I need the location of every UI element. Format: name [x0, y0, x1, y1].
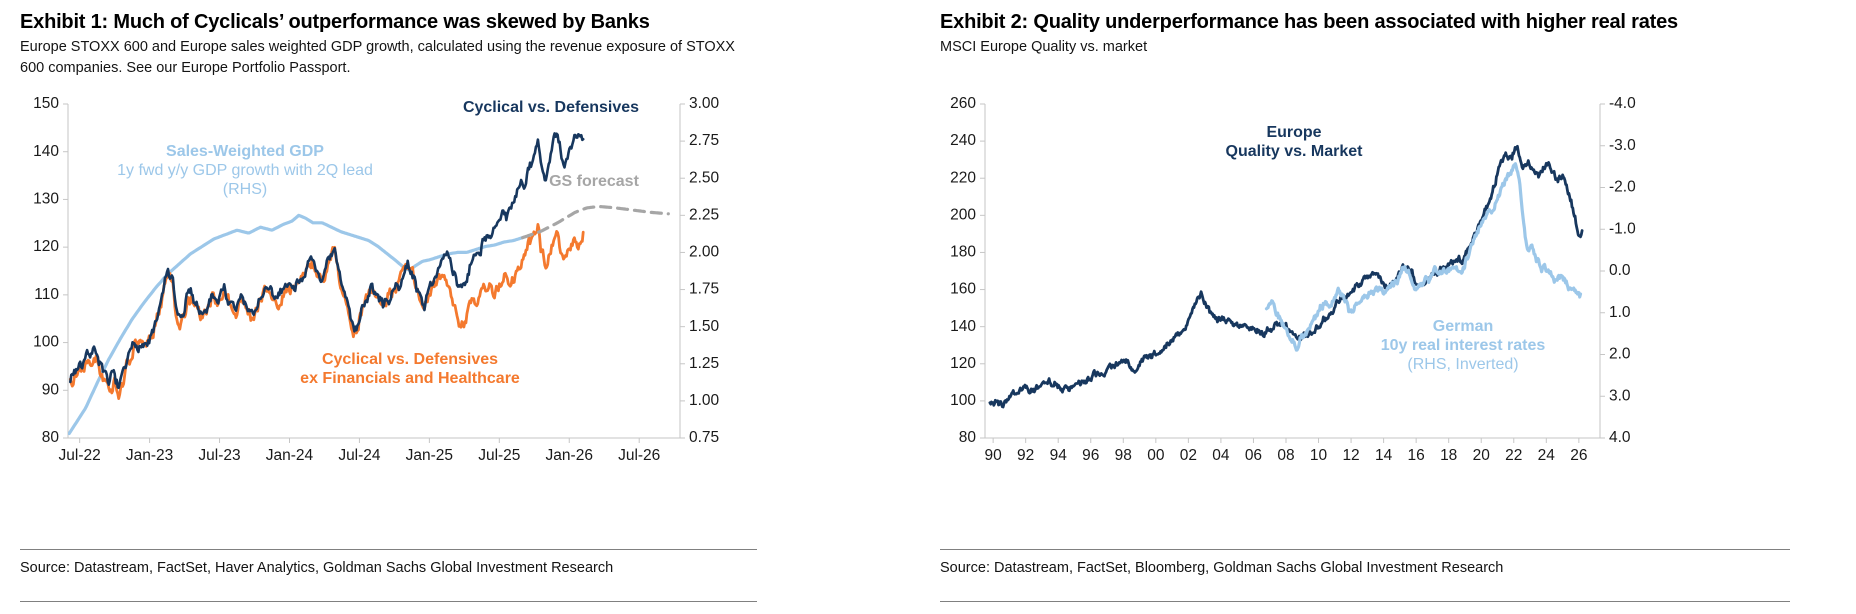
svg-text:110: 110	[34, 286, 59, 303]
svg-text:130: 130	[33, 191, 59, 208]
svg-text:20: 20	[1473, 447, 1491, 464]
svg-text:2.25: 2.25	[689, 206, 719, 223]
exhibit2-divider-top	[940, 549, 1790, 550]
svg-text:-3.0: -3.0	[1609, 137, 1636, 154]
svg-text:140: 140	[950, 318, 976, 335]
svg-text:16: 16	[1408, 447, 1425, 464]
svg-text:1.00: 1.00	[689, 392, 720, 409]
svg-text:Jul-25: Jul-25	[478, 447, 520, 464]
svg-text:Jul-24: Jul-24	[338, 447, 381, 464]
exhibit1-title: Exhibit 1: Much of Cyclicals’ outperform…	[20, 11, 650, 33]
svg-text:90: 90	[985, 447, 1003, 464]
svg-text:Europe: Europe	[1266, 124, 1321, 141]
exhibit1-source-note: Source: Datastream, FactSet, Haver Analy…	[20, 560, 614, 576]
exhibit2-chart: 26024022020018016014012010080-4.0-3.0-2.…	[950, 95, 1636, 464]
svg-text:14: 14	[1375, 447, 1393, 464]
svg-text:-2.0: -2.0	[1609, 179, 1636, 196]
svg-text:120: 120	[33, 238, 59, 255]
svg-text:(RHS): (RHS)	[223, 181, 267, 198]
svg-text:22: 22	[1505, 447, 1522, 464]
svg-text:94: 94	[1050, 447, 1068, 464]
svg-text:10: 10	[1310, 447, 1328, 464]
exhibit1-subtitle: Europe STOXX 600 and Europe sales weight…	[20, 39, 735, 77]
svg-text:German: German	[1433, 318, 1493, 335]
svg-text:-1.0: -1.0	[1609, 220, 1636, 237]
svg-text:1y fwd y/y GDP growth with 2Q: 1y fwd y/y GDP growth with 2Q lead	[117, 162, 373, 179]
svg-text:18: 18	[1440, 447, 1457, 464]
svg-text:200: 200	[950, 206, 976, 223]
svg-text:1.0: 1.0	[1609, 304, 1631, 321]
svg-text:220: 220	[950, 169, 976, 186]
exhibit2-title: Exhibit 2: Quality underperformance has …	[940, 11, 1678, 33]
svg-text:80: 80	[42, 429, 60, 446]
svg-text:3.0: 3.0	[1609, 387, 1631, 404]
svg-text:96: 96	[1082, 447, 1099, 464]
svg-text:150: 150	[33, 95, 59, 112]
svg-text:(RHS, Inverted): (RHS, Inverted)	[1407, 356, 1518, 373]
exhibit2-panel: Exhibit 2: Quality underperformance has …	[940, 0, 1792, 614]
exhibit2-divider-bottom	[940, 601, 1790, 602]
svg-text:ex Financials and Healthcare: ex Financials and Healthcare	[300, 370, 520, 387]
svg-text:Jan-26: Jan-26	[546, 447, 593, 464]
exhibit2-source-note: Source: Datastream, FactSet, Bloomberg, …	[940, 560, 1504, 576]
svg-text:Jul-22: Jul-22	[59, 447, 101, 464]
svg-text:Cyclical vs. Defensives: Cyclical vs. Defensives	[322, 351, 498, 368]
svg-text:2.00: 2.00	[689, 244, 720, 261]
svg-text:Jan-25: Jan-25	[406, 447, 453, 464]
svg-text:Jul-23: Jul-23	[198, 447, 240, 464]
svg-text:02: 02	[1180, 447, 1197, 464]
svg-text:Jan-23: Jan-23	[126, 447, 173, 464]
svg-text:26: 26	[1570, 447, 1587, 464]
svg-text:Cyclical vs. Defensives: Cyclical vs. Defensives	[463, 99, 639, 116]
svg-text:Jan-24: Jan-24	[266, 447, 314, 464]
svg-text:0.0: 0.0	[1609, 262, 1631, 279]
svg-text:0.75: 0.75	[689, 429, 719, 446]
svg-text:90: 90	[42, 381, 60, 398]
svg-text:100: 100	[33, 334, 59, 351]
svg-text:Jul-26: Jul-26	[618, 447, 660, 464]
exhibit1-divider-bottom	[20, 601, 757, 602]
svg-text:24: 24	[1538, 447, 1556, 464]
exhibit1-chart: 150 140 130 120 110 100 90 80 3.00 2.75 2.50 2.25 2.…	[33, 95, 720, 464]
svg-text:2.0: 2.0	[1609, 346, 1631, 363]
exhibit1-panel: Exhibit 1: Much of Cyclicals’ outperform…	[20, 0, 760, 614]
svg-text:260: 260	[950, 95, 976, 112]
svg-text:3.00: 3.00	[689, 95, 720, 112]
svg-text:92: 92	[1017, 447, 1034, 464]
svg-text:-4.0: -4.0	[1609, 95, 1636, 112]
exhibit1-divider-top	[20, 549, 757, 550]
svg-text:80: 80	[959, 429, 977, 446]
svg-text:120: 120	[950, 355, 976, 372]
svg-text:4.0: 4.0	[1609, 429, 1631, 446]
svg-text:12: 12	[1342, 447, 1359, 464]
svg-text:Sales-Weighted GDP: Sales-Weighted GDP	[166, 143, 324, 160]
svg-text:100: 100	[950, 392, 976, 409]
svg-text:1.75: 1.75	[689, 281, 719, 298]
svg-text:180: 180	[950, 244, 976, 261]
svg-text:2.50: 2.50	[689, 169, 720, 186]
svg-text:00: 00	[1147, 447, 1165, 464]
svg-text:98: 98	[1115, 447, 1132, 464]
svg-text:2.75: 2.75	[689, 132, 719, 149]
svg-text:140: 140	[33, 143, 59, 160]
svg-text:08: 08	[1277, 447, 1294, 464]
svg-text:240: 240	[950, 132, 976, 149]
svg-text:GS forecast: GS forecast	[549, 173, 639, 190]
svg-text:1.50: 1.50	[689, 318, 720, 335]
svg-text:Quality vs. Market: Quality vs. Market	[1226, 143, 1364, 160]
svg-text:160: 160	[950, 281, 976, 298]
svg-text:1.25: 1.25	[689, 355, 719, 372]
svg-text:04: 04	[1212, 447, 1230, 464]
svg-text:06: 06	[1245, 447, 1262, 464]
exhibit2-subtitle: MSCI Europe Quality vs. market	[940, 39, 1148, 55]
svg-text:10y real interest rates: 10y real interest rates	[1381, 337, 1546, 354]
